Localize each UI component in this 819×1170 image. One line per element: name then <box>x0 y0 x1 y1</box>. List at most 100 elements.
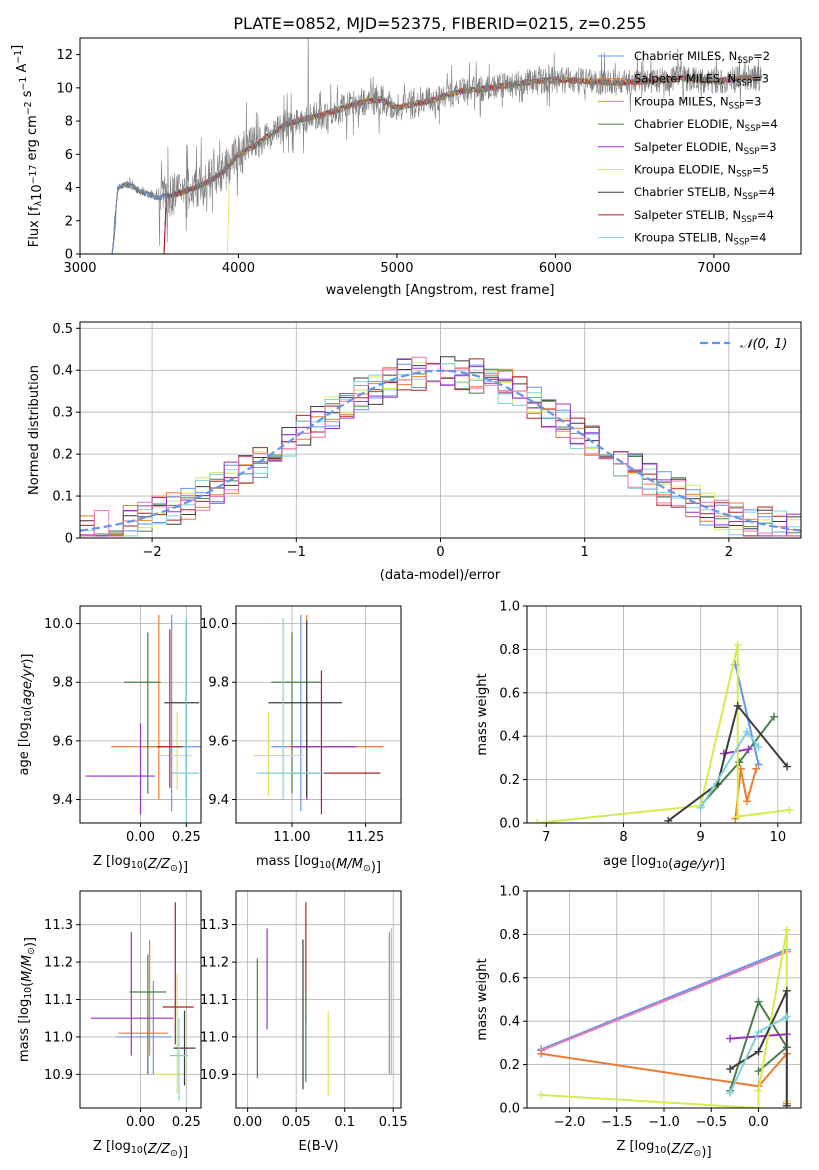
y-axis-label: mass [log10(M/M⊙)] <box>17 937 38 1062</box>
x-tick-label: 7000 <box>697 261 730 276</box>
weight-point <box>782 986 791 995</box>
y-tick-label: 8 <box>65 115 73 130</box>
legend-entry: Chabrier MILES, NSSP=2 <box>634 49 770 66</box>
weight-point <box>735 758 744 767</box>
weight-point <box>754 760 763 769</box>
x-axis-label: Z [log10(Z/Z⊙)] <box>93 1139 188 1160</box>
x-axis-label: E(B-V) <box>298 1139 338 1154</box>
y-tick-label: 6 <box>65 148 73 163</box>
y-tick-label: 9.4 <box>208 793 229 808</box>
y-tick-label: 11.2 <box>44 956 73 971</box>
y-axis-label: mass weight <box>475 958 490 1040</box>
y-axis-label: mass weight <box>475 673 490 755</box>
normal-curve <box>80 369 801 532</box>
y-tick-label: 0.8 <box>499 643 520 658</box>
y-tick-label: 0.0 <box>499 817 520 832</box>
grid <box>80 322 801 539</box>
weight-point <box>782 926 791 935</box>
y-tick-label: 0.5 <box>52 322 73 337</box>
chart-age-vs-mass: 11.00 11.25 9.4 9.6 9.8 10.0 mass [log10(M/M⊙)… <box>200 605 402 875</box>
figure-title: PLATE=0852, MJD=52375, FIBERID=0215, z=0… <box>233 14 646 33</box>
y-tick-label: 0.1 <box>52 490 73 505</box>
y-tick-label: 11.3 <box>44 918 73 933</box>
weight-point <box>754 1047 763 1056</box>
x-axis-label: wavelength [Angstrom, rest frame] <box>326 283 555 298</box>
y-tick-label: 0.3 <box>52 406 73 421</box>
y-tick-label: 10.9 <box>200 1068 229 1083</box>
weight-point <box>754 743 763 752</box>
weight-point <box>533 819 542 823</box>
legend: Chabrier MILES, NSSP=2 Salpeter MILES, NS… <box>598 49 778 248</box>
x-tick-label: 8 <box>619 830 627 845</box>
weight-point <box>726 1088 735 1097</box>
plot-area <box>91 902 196 1101</box>
y-tick-label: 11.2 <box>200 956 229 971</box>
y-tick-label: 9.8 <box>208 676 229 691</box>
x-tick-label: 7 <box>542 830 550 845</box>
axes-root: 3000 4000 5000 6000 7000024681012wavelength … <box>10 37 802 1160</box>
x-tick-label: 0 <box>436 545 444 560</box>
y-tick-label: 0 <box>65 248 73 263</box>
legend-entry: Kroupa ELODIE, NSSP=5 <box>634 163 769 180</box>
plot-area <box>85 614 201 823</box>
y-tick-label: 0.4 <box>499 1015 520 1030</box>
y-tick-label: 0.2 <box>52 448 73 463</box>
y-tick-label: 0.4 <box>52 364 73 379</box>
axes-frame <box>235 605 402 824</box>
x-tick-label: 0.00 <box>126 1115 155 1130</box>
x-tick-label: 0.00 <box>233 1115 262 1130</box>
y-tick-label: 4 <box>65 181 73 196</box>
weight-point <box>754 1104 763 1108</box>
weight-line <box>734 664 760 765</box>
x-tick-label: 9 <box>697 830 705 845</box>
weight-point <box>752 764 761 773</box>
y-tick-label: 11.1 <box>44 993 73 1008</box>
grid <box>236 891 401 1108</box>
plot-area <box>533 641 794 823</box>
weight-point <box>754 997 763 1006</box>
x-tick-label: −2.0 <box>554 1115 586 1130</box>
legend-entry: Chabrier ELODIE, NSSP=4 <box>634 117 778 134</box>
plot-area <box>253 614 384 815</box>
weight-line <box>540 950 788 1052</box>
tick-labels: 3000 4000 5000 6000 7000 0 2 4 6 8 10 12 <box>56 48 730 276</box>
y-tick-label: 10 <box>56 81 73 96</box>
tick-labels: 11.00 11.25 9.4 9.6 9.8 10.0 <box>200 617 384 845</box>
x-tick-label: 1 <box>581 545 589 560</box>
x-tick-label: 10 <box>770 830 787 845</box>
y-tick-label: 1.0 <box>499 885 520 900</box>
weight-point <box>782 1012 791 1021</box>
y-tick-label: 9.4 <box>52 793 73 808</box>
grid <box>527 605 801 824</box>
weight-point <box>754 1086 763 1095</box>
legend-entry: Salpeter MILES, NSSP=3 <box>634 72 769 89</box>
y-tick-label: 9.6 <box>208 734 229 749</box>
legend-entry: Salpeter ELODIE, NSSP=3 <box>634 140 777 157</box>
x-tick-label: 0.15 <box>379 1115 408 1130</box>
y-tick-label: 11.0 <box>200 1030 229 1045</box>
x-tick-label: 6000 <box>539 261 572 276</box>
axes-frame <box>526 605 802 824</box>
y-tick-label: 0.4 <box>499 730 520 745</box>
chart-spectrum: 3000 4000 5000 6000 7000 0 2 4 6 8 10 12 wavelength … <box>10 37 802 298</box>
weight-point <box>769 712 778 721</box>
x-tick-label: 0.00 <box>126 830 155 845</box>
axes-frame <box>79 37 802 255</box>
y-tick-label: 0.6 <box>499 971 520 986</box>
weight-point <box>696 803 705 812</box>
x-axis-label: mass [log10(M/M⊙)] <box>256 854 381 875</box>
y-tick-label: 12 <box>56 48 73 63</box>
grid <box>236 606 401 823</box>
weight-point <box>733 641 742 650</box>
x-axis-label: Z [log10(Z/Z⊙)] <box>616 1139 711 1160</box>
spectrum-data-line <box>111 38 762 254</box>
weight-point <box>726 1034 735 1043</box>
legend-entry: Chabrier STELIB, NSSP=4 <box>634 185 775 202</box>
weight-line <box>540 948 788 1051</box>
tick-labels: 7 8 9 10 0.0 0.2 0.4 0.6 0.8 1.0 <box>499 600 786 846</box>
grid <box>80 891 201 1108</box>
x-tick-label: 2 <box>725 545 733 560</box>
y-tick-label: 0.0 <box>499 1102 520 1117</box>
tick-labels: −2 −1 0 1 2 0 0.1 0.2 0.3 0.4 0.5 <box>52 322 733 560</box>
weight-point <box>785 805 794 814</box>
